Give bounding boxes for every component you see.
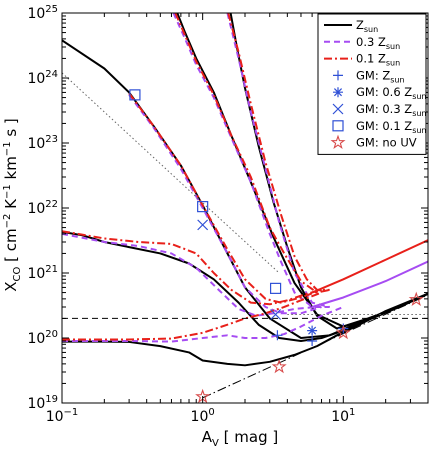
marker-asterisk <box>307 325 318 336</box>
legend-label-zsun: Zsun <box>356 18 378 34</box>
marker-square <box>269 282 282 294</box>
series-line-z01 <box>311 239 428 294</box>
legend-label-gm06: GM: 0.6 Zsun <box>356 85 427 101</box>
series-line-z03 <box>226 13 330 308</box>
series-line-z01 <box>174 13 330 294</box>
x-tick-label: 100 <box>191 407 215 425</box>
series-line-ref <box>202 294 428 399</box>
plot-frame <box>61 12 429 404</box>
series-layer <box>62 13 428 399</box>
x-axis-label: AV [ mag ] <box>202 428 278 449</box>
marker-layer <box>129 89 424 403</box>
y-axis-label: XCO [ cm−2 K−1 km−1 s ] <box>2 118 23 292</box>
marker-plus <box>272 330 283 341</box>
y-axis-label-base: X <box>2 281 20 291</box>
y-axis-label-sup1: −2 <box>2 214 13 229</box>
y-tick-label: 1019 <box>27 394 58 412</box>
marker-star <box>271 358 287 374</box>
y-axis-label-sup2: −1 <box>2 184 13 199</box>
legend-marker-gmnouv <box>330 134 346 150</box>
marker-square <box>197 201 209 213</box>
y-tick-label: 1020 <box>27 329 58 347</box>
legend-marker-gm1 <box>333 70 343 81</box>
x-tick-label: 10−1 <box>46 407 79 425</box>
y-axis-label-sub: CO <box>12 267 23 282</box>
series-line-z03 <box>62 232 318 317</box>
marker-cross <box>270 309 282 320</box>
marker-cross <box>197 219 209 231</box>
x-axis-label-base: A <box>202 428 213 446</box>
y-tick-label: 1024 <box>27 69 58 87</box>
legend-marker-gm03 <box>332 103 344 115</box>
series-line-z03 <box>62 306 344 343</box>
marker-plus <box>307 335 318 346</box>
series-line-z03 <box>311 260 428 308</box>
marker-star <box>408 291 424 306</box>
y-tick-label: 1023 <box>27 134 58 152</box>
legend-label-gm03: GM: 0.3 Zsun <box>356 102 427 118</box>
series-line-z01 <box>227 13 330 291</box>
legend-label-gmnouv: GM: no UV <box>356 136 417 150</box>
marker-star <box>335 324 351 340</box>
legend-marker-gm01 <box>332 120 344 132</box>
y-axis-label-sup3: −1 <box>2 141 13 156</box>
x-axis-label-rest: [ mag ] <box>219 428 278 446</box>
series-line-ref <box>62 72 280 274</box>
y-axis-label-rest2: K <box>2 198 20 214</box>
x-tick-label: 101 <box>331 407 355 425</box>
series-line-z01 <box>62 230 322 306</box>
y-tick-label: 1025 <box>27 4 58 22</box>
y-tick-label: 1022 <box>27 199 58 217</box>
y-axis-label-rest1: [ cm <box>2 228 20 266</box>
x-axis-label-sub: V <box>212 438 219 449</box>
series-line-z03 <box>128 94 322 315</box>
series-line-zsun <box>62 292 428 367</box>
legend-marker-gm06 <box>333 87 343 98</box>
legend-label-z01: 0.1 Zsun <box>356 52 400 68</box>
legend-label-gm1: GM: Zsun <box>356 68 405 84</box>
series-line-z01 <box>62 291 322 341</box>
legend-label-gm01: GM: 0.1 Zsun <box>356 119 427 135</box>
legend-label-z03: 0.3 Zsun <box>356 35 400 51</box>
y-axis-label-rest4: s ] <box>2 118 20 141</box>
y-tick-label: 1021 <box>27 264 58 282</box>
marker-square <box>129 89 141 101</box>
y-axis-label-rest3: km <box>2 156 20 184</box>
